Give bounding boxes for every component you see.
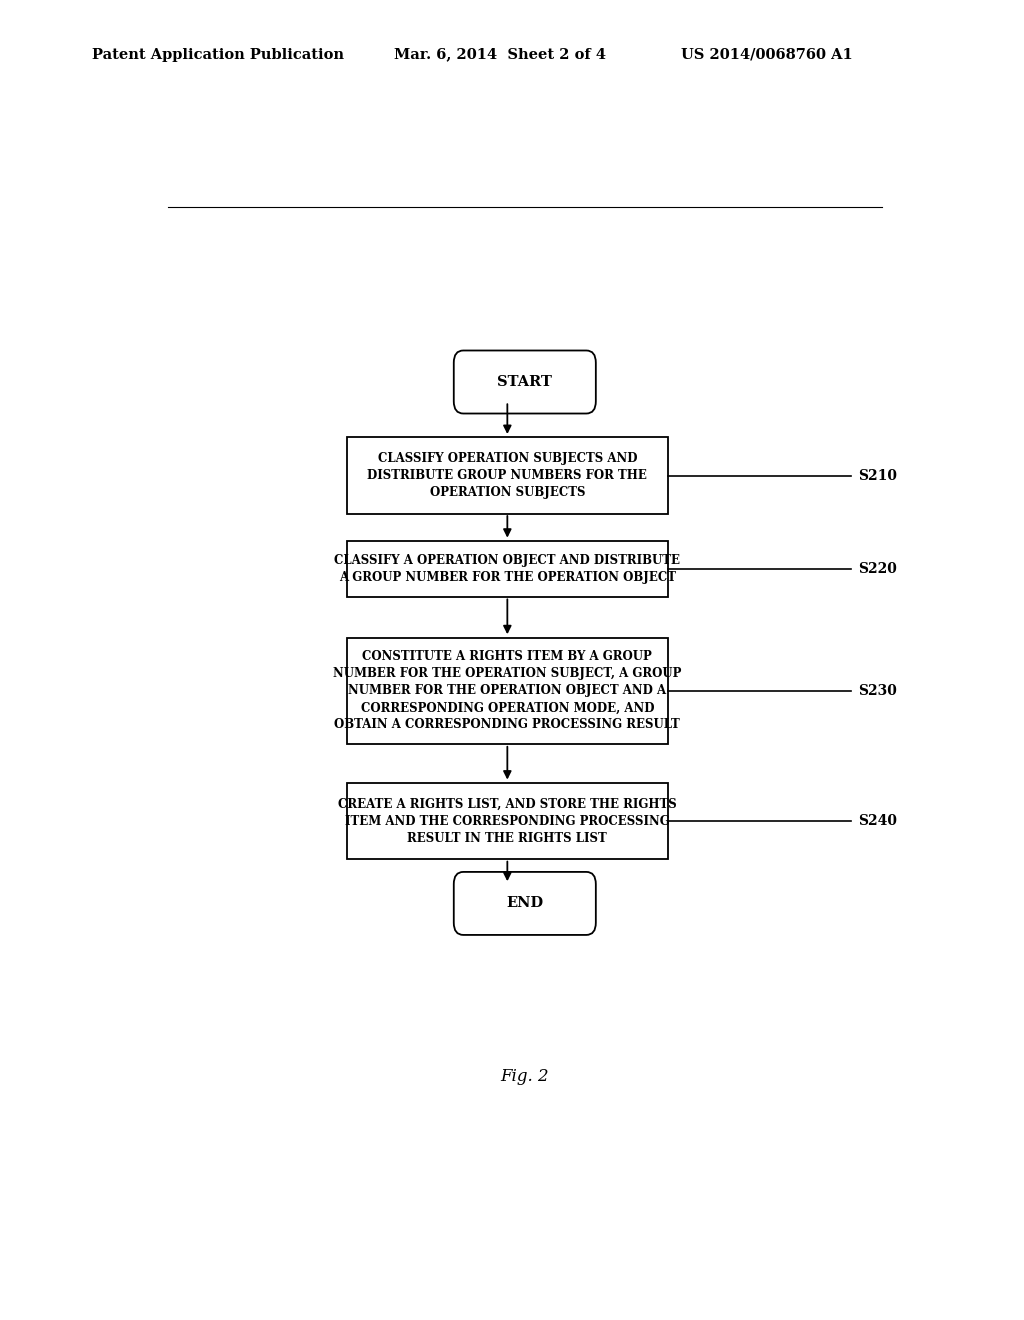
Bar [347,437,668,513]
Text: US 2014/0068760 A1: US 2014/0068760 A1 [681,48,853,62]
Bar [347,541,668,597]
Text: S230: S230 [858,684,897,698]
Bar [347,783,668,859]
Text: S210: S210 [858,469,897,483]
Text: CLASSIFY A OPERATION OBJECT AND DISTRIBUTE
A GROUP NUMBER FOR THE OPERATION OBJE: CLASSIFY A OPERATION OBJECT AND DISTRIBU… [335,554,680,583]
Text: CREATE A RIGHTS LIST, AND STORE THE RIGHTS
ITEM AND THE CORRESPONDING PROCESSING: CREATE A RIGHTS LIST, AND STORE THE RIGH… [338,797,677,845]
FancyBboxPatch shape [454,351,596,413]
Text: CONSTITUTE A RIGHTS ITEM BY A GROUP
NUMBER FOR THE OPERATION SUBJECT, A GROUP
NU: CONSTITUTE A RIGHTS ITEM BY A GROUP NUMB… [333,651,682,731]
Text: START: START [498,375,552,389]
Text: Mar. 6, 2014  Sheet 2 of 4: Mar. 6, 2014 Sheet 2 of 4 [394,48,606,62]
Text: Fig. 2: Fig. 2 [501,1068,549,1085]
Text: CLASSIFY OPERATION SUBJECTS AND
DISTRIBUTE GROUP NUMBERS FOR THE
OPERATION SUBJE: CLASSIFY OPERATION SUBJECTS AND DISTRIBU… [368,451,647,499]
Bar [347,638,668,744]
Text: Patent Application Publication: Patent Application Publication [92,48,344,62]
Text: END: END [506,896,544,911]
Text: S220: S220 [858,562,897,576]
FancyBboxPatch shape [454,873,596,935]
Text: S240: S240 [858,814,897,828]
